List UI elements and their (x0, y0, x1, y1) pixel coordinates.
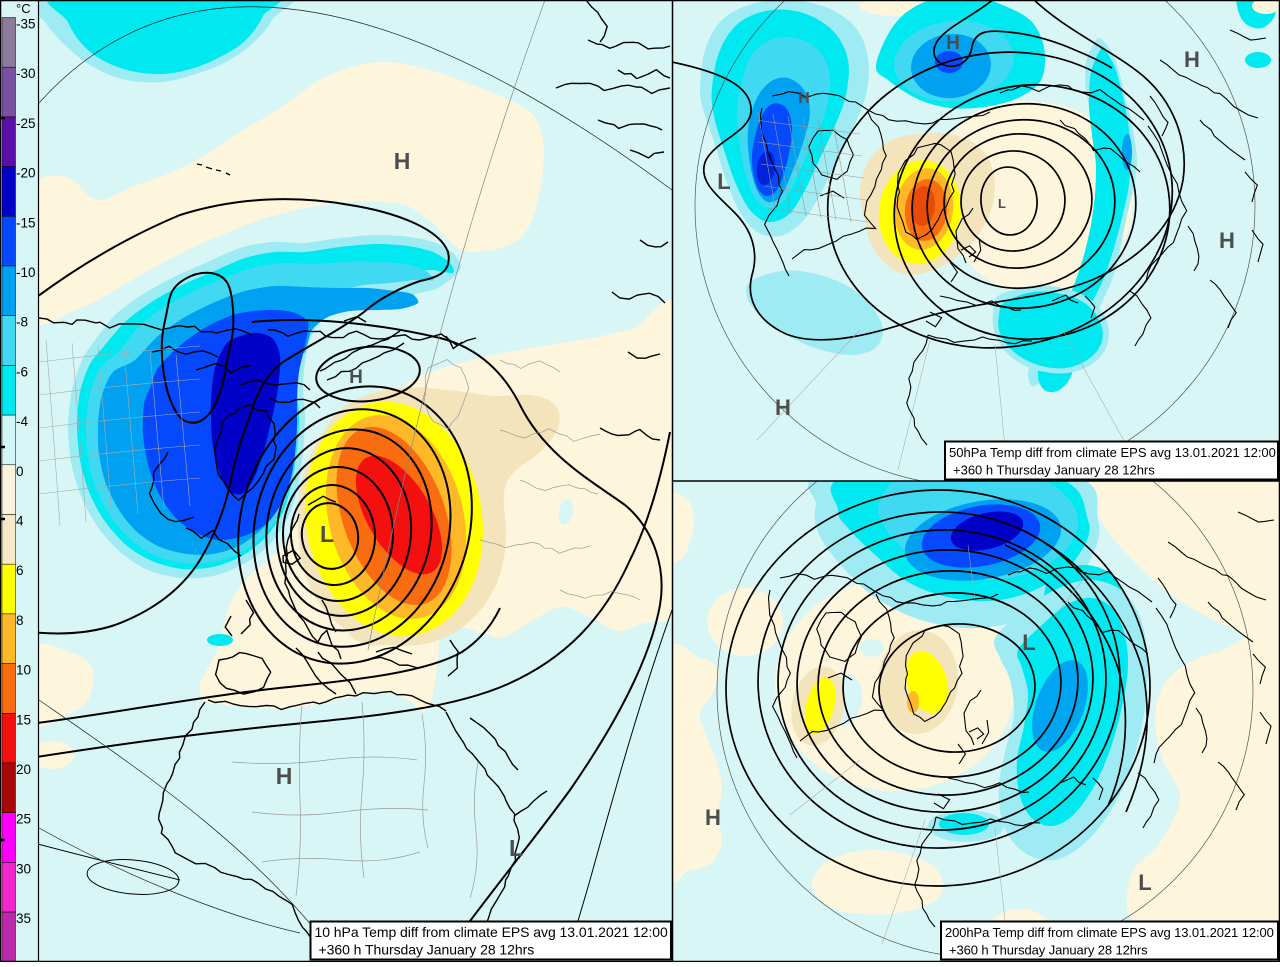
svg-text:H: H (705, 805, 721, 830)
svg-text:-10: -10 (16, 265, 36, 280)
svg-text:-8: -8 (16, 315, 28, 330)
svg-text:+360 h Thursday January 28 12h: +360 h Thursday January 28 12hrs (949, 943, 1148, 958)
svg-text:-15: -15 (16, 215, 36, 230)
svg-text:L: L (1022, 630, 1035, 655)
svg-text:-25: -25 (16, 116, 36, 131)
svg-text:10: 10 (16, 663, 31, 678)
svg-text:0: 0 (16, 464, 24, 479)
svg-text:8: 8 (16, 613, 24, 628)
svg-text:L: L (717, 169, 730, 194)
svg-text:200hPa Temp diff from climate: 200hPa Temp diff from climate EPS avg 13… (945, 925, 1274, 940)
svg-text:35: 35 (16, 911, 31, 926)
svg-text:25: 25 (16, 812, 31, 827)
svg-text:H: H (1219, 228, 1235, 253)
svg-text:+360 h Thursday January 28 12h: +360 h Thursday January 28 12hrs (319, 942, 535, 958)
svg-text:H: H (775, 395, 791, 420)
svg-text:H: H (798, 90, 810, 107)
svg-text:H: H (946, 33, 960, 54)
svg-text:20: 20 (16, 762, 31, 777)
svg-text:4: 4 (16, 514, 24, 529)
svg-text:L: L (998, 196, 1006, 211)
svg-text:H: H (394, 148, 411, 174)
svg-text:-35: -35 (16, 17, 36, 32)
svg-text:15: 15 (16, 712, 31, 727)
svg-text:30: 30 (16, 861, 31, 876)
svg-text:-30: -30 (16, 66, 36, 81)
svg-text:L: L (509, 835, 523, 861)
svg-text:L: L (1138, 870, 1151, 895)
svg-text:-20: -20 (16, 166, 36, 181)
svg-text:L: L (320, 521, 334, 547)
svg-text:°C: °C (16, 1, 31, 16)
svg-text:H: H (276, 763, 293, 789)
svg-text:-6: -6 (16, 364, 28, 379)
svg-text:6: 6 (16, 563, 24, 578)
svg-text:50hPa Temp diff from climate E: 50hPa Temp diff from climate EPS avg 13.… (949, 445, 1276, 460)
svg-text:H: H (349, 367, 363, 388)
svg-text:+360 h Thursday January 28 12h: +360 h Thursday January 28 12hrs (953, 463, 1155, 478)
svg-text:10 hPa Temp diff from climate: 10 hPa Temp diff from climate EPS avg 13… (315, 924, 668, 940)
svg-text:-4: -4 (16, 414, 28, 429)
svg-text:H: H (1184, 47, 1200, 72)
